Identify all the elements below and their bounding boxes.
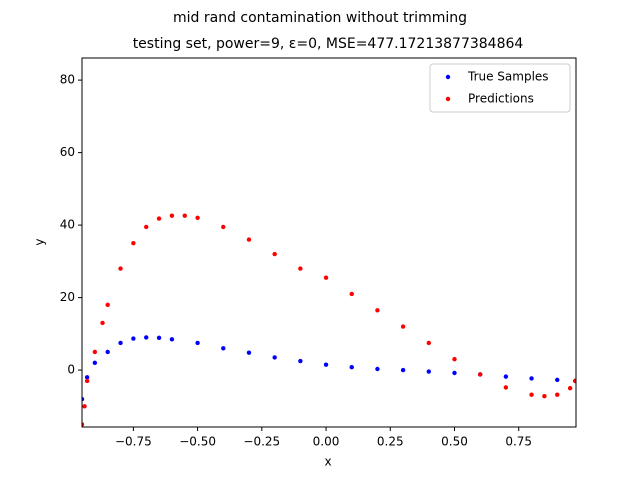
point — [221, 224, 226, 230]
y-tick-label: 0 — [67, 363, 75, 377]
point — [375, 308, 380, 313]
point — [542, 393, 547, 399]
point — [426, 340, 432, 346]
point — [156, 335, 162, 341]
point — [503, 374, 509, 379]
x-tick-label: −0.50 — [179, 435, 216, 449]
point — [131, 336, 136, 341]
point — [272, 355, 277, 360]
point — [246, 350, 252, 355]
point — [182, 213, 187, 218]
point — [84, 375, 90, 380]
chart-title: mid rand contamination without trimming — [173, 10, 467, 26]
x-tick-label: 0.25 — [377, 435, 404, 449]
point — [529, 392, 534, 397]
point — [82, 422, 85, 427]
plot-area — [82, 213, 576, 427]
chart-subtitle: testing set, power=9, ε=0, MSE=477.17213… — [133, 36, 524, 52]
point — [555, 392, 560, 397]
y-axis-label: y — [33, 238, 47, 245]
point — [118, 340, 123, 346]
y-tick-label: 20 — [60, 290, 75, 304]
point — [92, 360, 98, 366]
point — [298, 358, 303, 364]
point — [349, 291, 354, 297]
x-axis-label: x — [324, 455, 331, 469]
x-tick-label: 0.00 — [313, 435, 340, 449]
point — [105, 349, 110, 355]
point — [477, 372, 483, 377]
x-tick-label: −0.25 — [243, 435, 280, 449]
point — [452, 357, 457, 362]
point — [144, 335, 149, 340]
point — [195, 215, 200, 221]
point — [195, 340, 200, 346]
point — [529, 376, 534, 381]
point — [298, 266, 303, 271]
legend-marker — [445, 96, 451, 102]
point — [323, 362, 329, 367]
point — [555, 377, 560, 383]
point — [503, 385, 509, 390]
point — [84, 378, 90, 384]
point — [156, 216, 162, 221]
point — [92, 349, 98, 355]
point — [375, 366, 380, 372]
point — [567, 386, 573, 391]
point — [82, 396, 85, 402]
point — [246, 237, 252, 242]
point — [349, 364, 354, 370]
point — [426, 369, 432, 374]
point — [221, 346, 226, 351]
legend-label: Predictions — [468, 92, 534, 106]
axes-frame — [81, 57, 577, 428]
legend-box — [429, 63, 571, 113]
point — [400, 324, 406, 329]
point — [169, 337, 175, 342]
x-tick-label: −0.75 — [115, 435, 152, 449]
legend-marker — [445, 74, 451, 80]
point — [169, 213, 175, 218]
point — [452, 370, 457, 376]
point — [400, 367, 406, 373]
point — [144, 224, 149, 230]
point — [82, 404, 87, 409]
point — [118, 266, 123, 271]
point — [272, 251, 277, 257]
x-tick-label: 0.50 — [441, 435, 468, 449]
point — [573, 378, 576, 384]
y-tick-label: 40 — [60, 218, 75, 232]
y-tick-label: 80 — [60, 73, 75, 87]
point — [323, 275, 329, 280]
point — [131, 241, 136, 246]
point — [100, 320, 105, 326]
x-tick-label: 0.75 — [505, 435, 532, 449]
legend-label: True Samples — [467, 70, 549, 84]
point — [105, 302, 110, 308]
y-tick-label: 60 — [60, 145, 75, 159]
